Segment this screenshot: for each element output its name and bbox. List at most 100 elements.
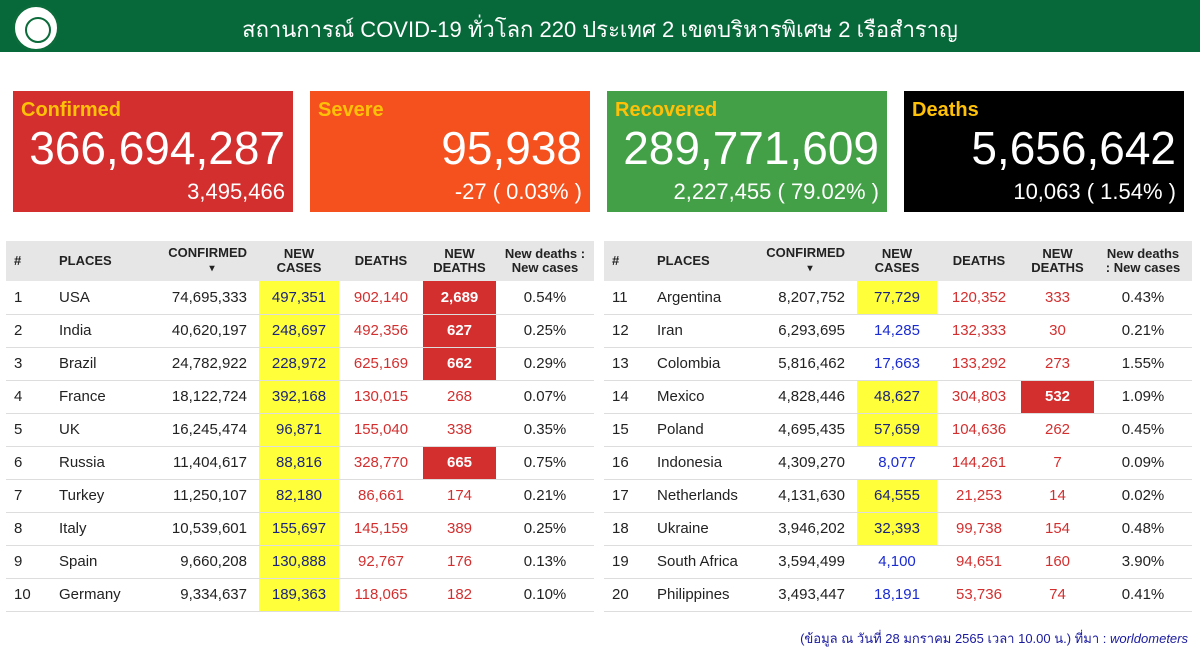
rank: 15 xyxy=(604,413,649,447)
table-row[interactable]: 20 Philippines 3,493,447 18,191 53,736 7… xyxy=(604,578,1192,612)
place: Philippines xyxy=(649,578,749,612)
rank: 12 xyxy=(604,314,649,348)
new-deaths: 182 xyxy=(423,578,496,612)
col-confirmed[interactable]: CONFIRMED ▾ xyxy=(749,241,857,281)
new-deaths: 160 xyxy=(1021,545,1094,579)
place: Italy xyxy=(51,512,151,546)
table-row[interactable]: 13 Colombia 5,816,462 17,663 133,292 273… xyxy=(604,347,1192,381)
col-new-deaths[interactable]: NEW DEATHS xyxy=(1021,241,1094,281)
card-sub: -27 ( 0.03% ) xyxy=(454,179,582,204)
table-row[interactable]: 7 Turkey 11,250,107 82,180 86,661 174 0.… xyxy=(6,479,594,513)
new-cases: 189,363 xyxy=(259,578,339,612)
h: New deaths : xyxy=(504,246,586,261)
page-title: สถานการณ์ COVID-19 ทั่วโลก 220 ประเทศ 2 … xyxy=(242,17,958,42)
table-row[interactable]: 6 Russia 11,404,617 88,816 328,770 665 0… xyxy=(6,446,594,480)
card-sub: 2,227,455 ( 79.02% ) xyxy=(673,179,879,204)
table-row[interactable]: 3 Brazil 24,782,922 228,972 625,169 662 … xyxy=(6,347,594,381)
table-row[interactable]: 19 South Africa 3,594,499 4,100 94,651 1… xyxy=(604,545,1192,579)
ratio: 0.21% xyxy=(1094,314,1192,348)
table-row[interactable]: 14 Mexico 4,828,446 48,627 304,803 532 1… xyxy=(604,380,1192,414)
table-row[interactable]: 9 Spain 9,660,208 130,888 92,767 176 0.1… xyxy=(6,545,594,579)
table-row[interactable]: 4 France 18,122,724 392,168 130,015 268 … xyxy=(6,380,594,414)
confirmed: 40,620,197 xyxy=(151,314,259,348)
place: Indonesia xyxy=(649,446,749,480)
ministry-logo xyxy=(12,4,60,52)
table-row[interactable]: 8 Italy 10,539,601 155,697 145,159 389 0… xyxy=(6,512,594,546)
col-new-cases[interactable]: NEW CASES xyxy=(259,241,339,281)
h: NEW xyxy=(1042,246,1073,261)
rank: 1 xyxy=(6,281,51,315)
confirmed: 24,782,922 xyxy=(151,347,259,381)
table-header: # PLACES CONFIRMED ▾ NEW CASES DEATHS NEW D… xyxy=(6,241,594,281)
col-places[interactable]: PLACES xyxy=(649,241,749,281)
col-places[interactable]: PLACES xyxy=(51,241,151,281)
rank: 9 xyxy=(6,545,51,579)
card-label: Deaths xyxy=(912,99,979,121)
new-cases: 4,100 xyxy=(857,545,937,579)
deaths: 145,159 xyxy=(339,512,423,546)
new-cases: 18,191 xyxy=(857,578,937,612)
col-ratio[interactable]: New deaths : New cases xyxy=(496,241,594,281)
rank: 3 xyxy=(6,347,51,381)
place: Poland xyxy=(649,413,749,447)
rank: 17 xyxy=(604,479,649,513)
confirmed: 4,131,630 xyxy=(749,479,857,513)
table-row[interactable]: 16 Indonesia 4,309,270 8,077 144,261 7 0… xyxy=(604,446,1192,480)
table-row[interactable]: 5 UK 16,245,474 96,871 155,040 338 0.35% xyxy=(6,413,594,447)
deaths: 130,015 xyxy=(339,380,423,414)
col-confirmed-label: CONFIRMED xyxy=(766,245,845,260)
place: Russia xyxy=(51,446,151,480)
table-row[interactable]: 11 Argentina 8,207,752 77,729 120,352 33… xyxy=(604,281,1192,315)
new-deaths: 662 xyxy=(423,347,496,381)
new-cases: 130,888 xyxy=(259,545,339,579)
deaths: 94,651 xyxy=(937,545,1021,579)
table-row[interactable]: 12 Iran 6,293,695 14,285 132,333 30 0.21… xyxy=(604,314,1192,348)
rank: 20 xyxy=(604,578,649,612)
new-cases: 392,168 xyxy=(259,380,339,414)
ratio: 3.90% xyxy=(1094,545,1192,579)
new-deaths: 174 xyxy=(423,479,496,513)
new-cases: 96,871 xyxy=(259,413,339,447)
rank: 7 xyxy=(6,479,51,513)
card-value: 5,656,642 xyxy=(971,122,1176,174)
deaths: 328,770 xyxy=(339,446,423,480)
confirmed: 4,695,435 xyxy=(749,413,857,447)
deaths: 625,169 xyxy=(339,347,423,381)
table-row[interactable]: 15 Poland 4,695,435 57,659 104,636 262 0… xyxy=(604,413,1192,447)
rank: 10 xyxy=(6,578,51,612)
col-new-cases[interactable]: NEW CASES xyxy=(857,241,937,281)
confirmed: 6,293,695 xyxy=(749,314,857,348)
countries-table-right: # PLACES CONFIRMED ▾ NEW CASES DEATHS NEW D… xyxy=(604,241,1192,612)
new-cases: 64,555 xyxy=(857,479,937,513)
ratio: 0.29% xyxy=(496,347,594,381)
col-deaths[interactable]: DEATHS xyxy=(339,241,423,281)
new-deaths: 389 xyxy=(423,512,496,546)
table-row[interactable]: 2 India 40,620,197 248,697 492,356 627 0… xyxy=(6,314,594,348)
table-row[interactable]: 18 Ukraine 3,946,202 32,393 99,738 154 0… xyxy=(604,512,1192,546)
place: UK xyxy=(51,413,151,447)
table-row[interactable]: 17 Netherlands 4,131,630 64,555 21,253 1… xyxy=(604,479,1192,513)
ratio: 1.55% xyxy=(1094,347,1192,381)
new-deaths: 176 xyxy=(423,545,496,579)
place: Mexico xyxy=(649,380,749,414)
h: CASES xyxy=(276,260,322,275)
confirmed: 9,334,637 xyxy=(151,578,259,612)
table-row[interactable]: 1 USA 74,695,333 497,351 902,140 2,689 0… xyxy=(6,281,594,315)
col-new-deaths[interactable]: NEW DEATHS xyxy=(423,241,496,281)
deaths: 104,636 xyxy=(937,413,1021,447)
col-confirmed[interactable]: CONFIRMED ▾ xyxy=(151,241,259,281)
ratio: 0.54% xyxy=(496,281,594,315)
new-cases: 248,697 xyxy=(259,314,339,348)
source-link[interactable]: worldometers xyxy=(1109,631,1188,646)
new-cases: 497,351 xyxy=(259,281,339,315)
place: Brazil xyxy=(51,347,151,381)
col-ratio[interactable]: New deaths: New cases xyxy=(1094,241,1192,281)
table-row[interactable]: 10 Germany 9,334,637 189,363 118,065 182… xyxy=(6,578,594,612)
new-cases: 88,816 xyxy=(259,446,339,480)
h: DEATHS xyxy=(433,260,486,275)
new-cases: 77,729 xyxy=(857,281,937,315)
deaths: 53,736 xyxy=(937,578,1021,612)
col-deaths[interactable]: DEATHS xyxy=(937,241,1021,281)
deaths: 21,253 xyxy=(937,479,1021,513)
confirmed: 74,695,333 xyxy=(151,281,259,315)
